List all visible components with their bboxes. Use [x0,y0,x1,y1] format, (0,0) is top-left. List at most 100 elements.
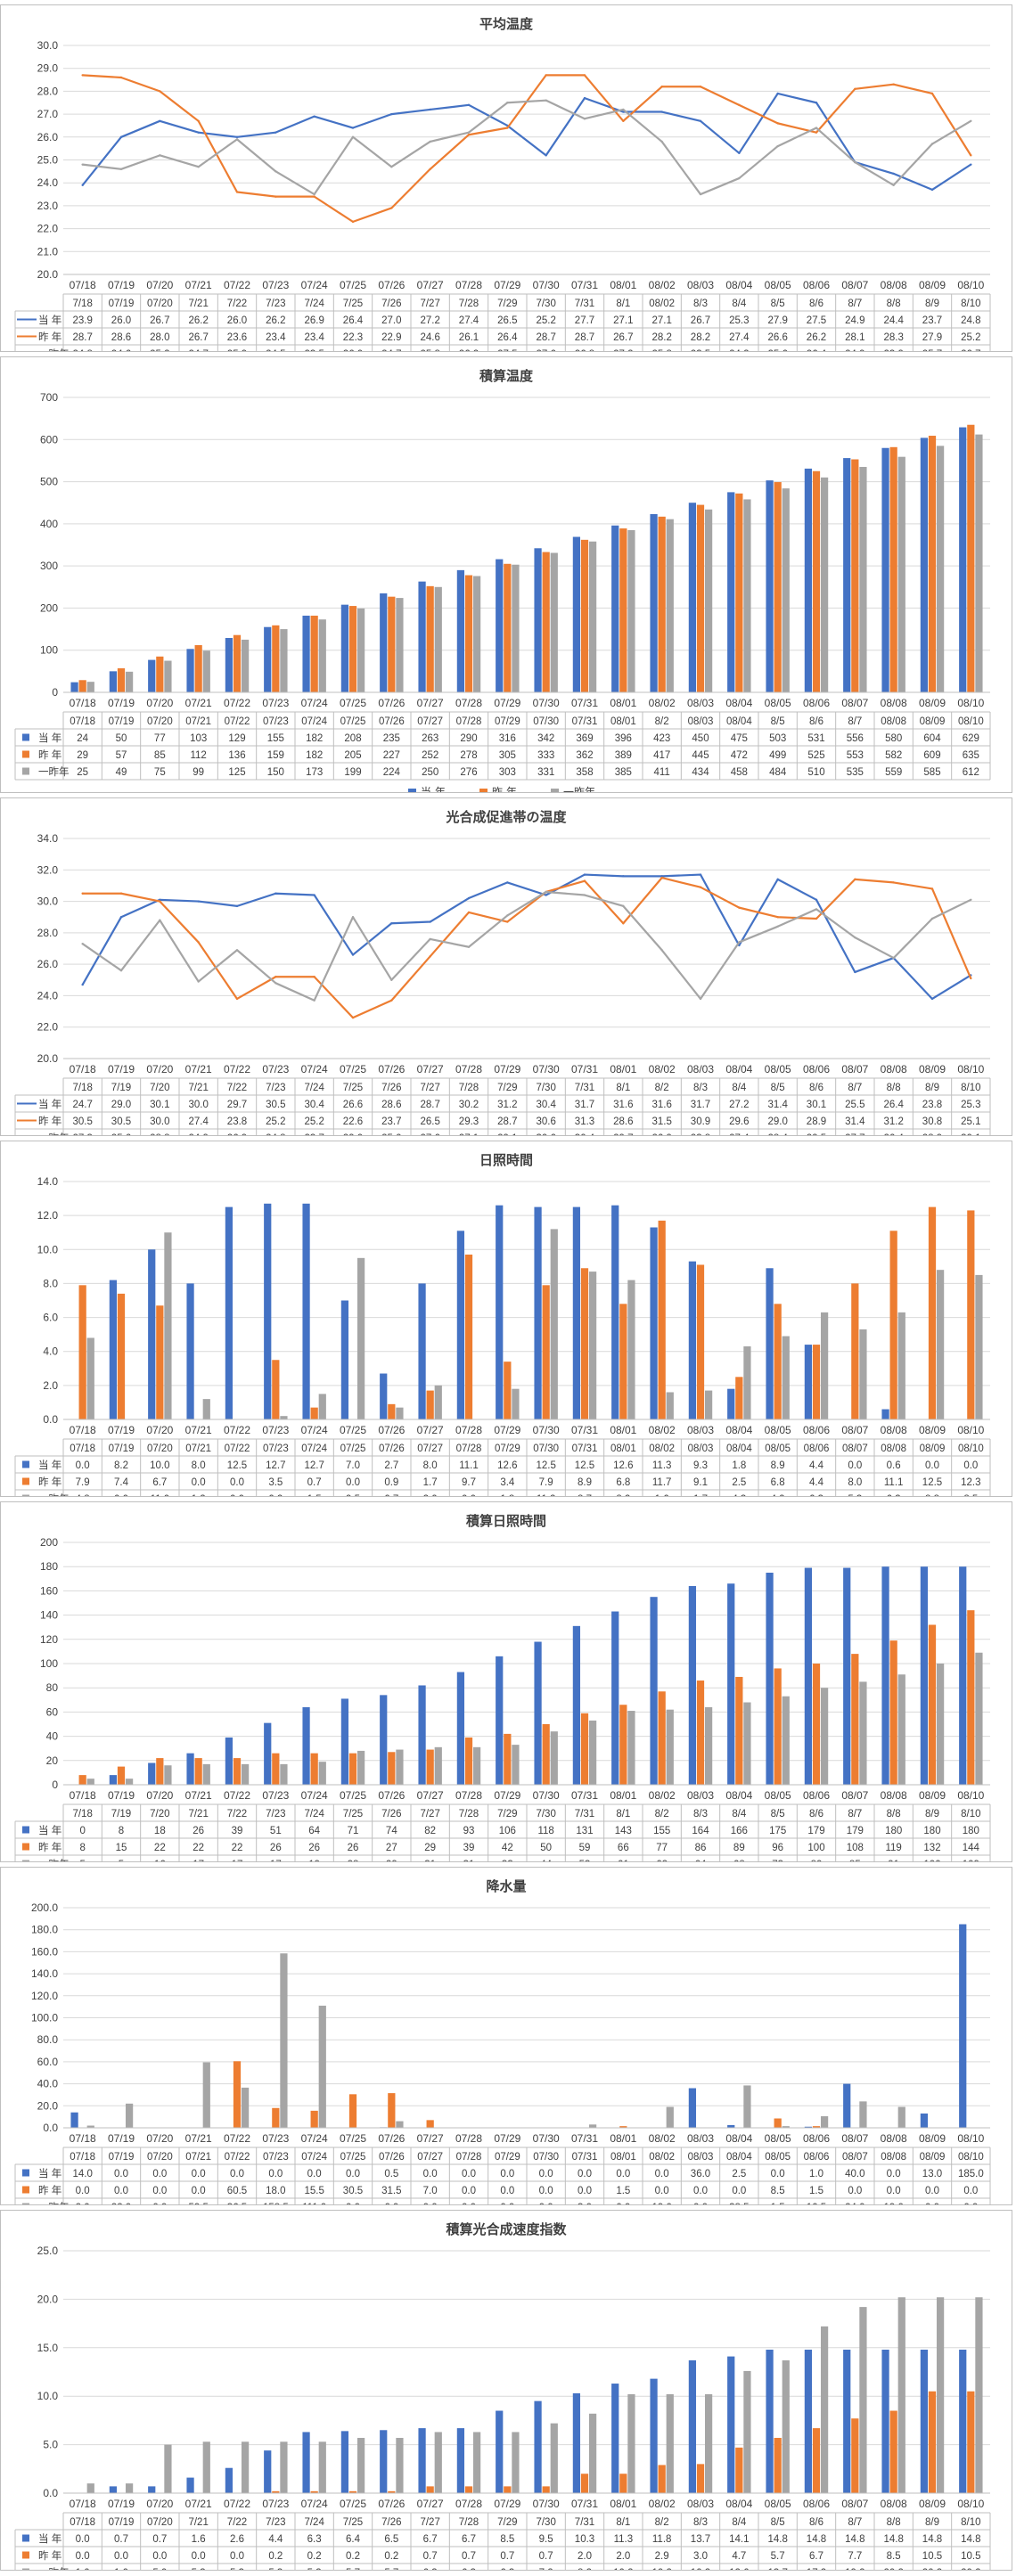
bar[interactable] [704,1390,713,1419]
bar[interactable] [534,1641,542,1785]
bar[interactable] [588,2413,597,2493]
bar[interactable] [859,467,867,692]
bar[interactable] [843,458,851,692]
bar[interactable] [194,645,202,692]
bar[interactable] [920,2349,929,2493]
bar[interactable] [496,559,504,692]
bar[interactable] [743,1702,751,1785]
bar[interactable] [881,1409,889,1419]
bar[interactable] [340,1698,349,1785]
bar[interactable] [627,2394,635,2493]
bar[interactable] [241,2441,250,2493]
bar[interactable] [859,1329,867,1419]
bar[interactable] [920,1566,929,1785]
bar[interactable] [550,1731,558,1785]
bar[interactable] [272,625,280,692]
bar[interactable] [512,2432,520,2493]
bar[interactable] [233,634,242,692]
bar[interactable] [125,2103,134,2128]
bar[interactable] [426,585,434,692]
bar[interactable] [340,604,349,692]
bar[interactable] [426,2120,434,2128]
bar[interactable] [318,1394,326,1419]
bar[interactable] [117,1293,126,1419]
bar[interactable] [820,1312,829,1419]
bar[interactable] [959,1924,967,2128]
bar[interactable] [766,2349,774,2493]
bar[interactable] [318,619,326,692]
bar[interactable] [812,1664,821,1785]
bar[interactable] [356,1257,365,1419]
bar[interactable] [464,575,473,692]
bar[interactable] [202,2062,210,2128]
bar[interactable] [356,608,365,692]
bar[interactable] [148,1249,156,1419]
bar[interactable] [727,1388,735,1419]
bar[interactable] [388,1752,396,1785]
bar[interactable] [627,1711,635,1785]
bar[interactable] [588,1272,597,1419]
bar[interactable] [627,1280,635,1419]
bar[interactable] [264,1203,272,1419]
bar[interactable] [897,1674,905,1785]
bar[interactable] [959,1566,967,1785]
bar[interactable] [920,438,929,692]
bar[interactable] [550,2423,558,2493]
bar[interactable] [928,1206,937,1419]
bar[interactable] [897,2106,905,2128]
bar[interactable] [959,2349,967,2493]
bar[interactable] [936,2297,945,2493]
bar[interactable] [340,1300,349,1420]
bar[interactable] [396,2121,404,2128]
bar[interactable] [109,1280,118,1419]
bar[interactable] [117,1766,126,1785]
bar[interactable] [496,1205,504,1419]
series-line[interactable] [82,99,971,196]
bar[interactable] [666,2106,674,2128]
bar[interactable] [434,1385,442,1419]
bar[interactable] [280,629,288,692]
bar[interactable] [804,468,813,692]
bar[interactable] [959,427,967,692]
bar[interactable] [820,1688,829,1785]
bar[interactable] [348,2490,357,2493]
bar[interactable] [542,2486,550,2493]
bar[interactable] [851,1654,859,1785]
bar[interactable] [109,1775,118,1785]
bar[interactable] [534,1206,542,1419]
bar[interactable] [696,2464,705,2493]
bar[interactable] [156,656,164,692]
bar[interactable] [851,2418,859,2493]
bar[interactable] [86,682,94,692]
bar[interactable] [280,1953,288,2128]
bar[interactable] [109,671,118,692]
bar[interactable] [125,2483,134,2493]
series-line[interactable] [82,890,971,1002]
bar[interactable] [967,2391,975,2493]
bar[interactable] [812,2126,821,2128]
bar[interactable] [766,480,774,692]
bar[interactable] [86,2125,94,2128]
bar[interactable] [774,1304,782,1419]
bar[interactable] [202,1763,210,1785]
bar[interactable] [496,2410,504,2493]
bar[interactable] [897,2297,905,2493]
bar[interactable] [318,2441,326,2493]
bar[interactable] [302,2432,310,2493]
bar[interactable] [704,2394,713,2493]
bar[interactable] [472,576,481,692]
bar[interactable] [580,1268,589,1419]
bar[interactable] [340,2431,349,2493]
bar[interactable] [859,1681,867,1785]
bar[interactable] [843,1567,851,1785]
bar[interactable] [496,1656,504,1785]
bar[interactable] [580,1713,589,1785]
bar[interactable] [975,1274,983,1419]
bar[interactable] [572,2392,581,2493]
bar[interactable] [202,650,210,692]
bar[interactable] [735,1377,743,1419]
bar[interactable] [418,1685,426,1785]
bar[interactable] [241,2087,250,2128]
bar[interactable] [380,1695,388,1785]
bar[interactable] [727,1583,735,1785]
